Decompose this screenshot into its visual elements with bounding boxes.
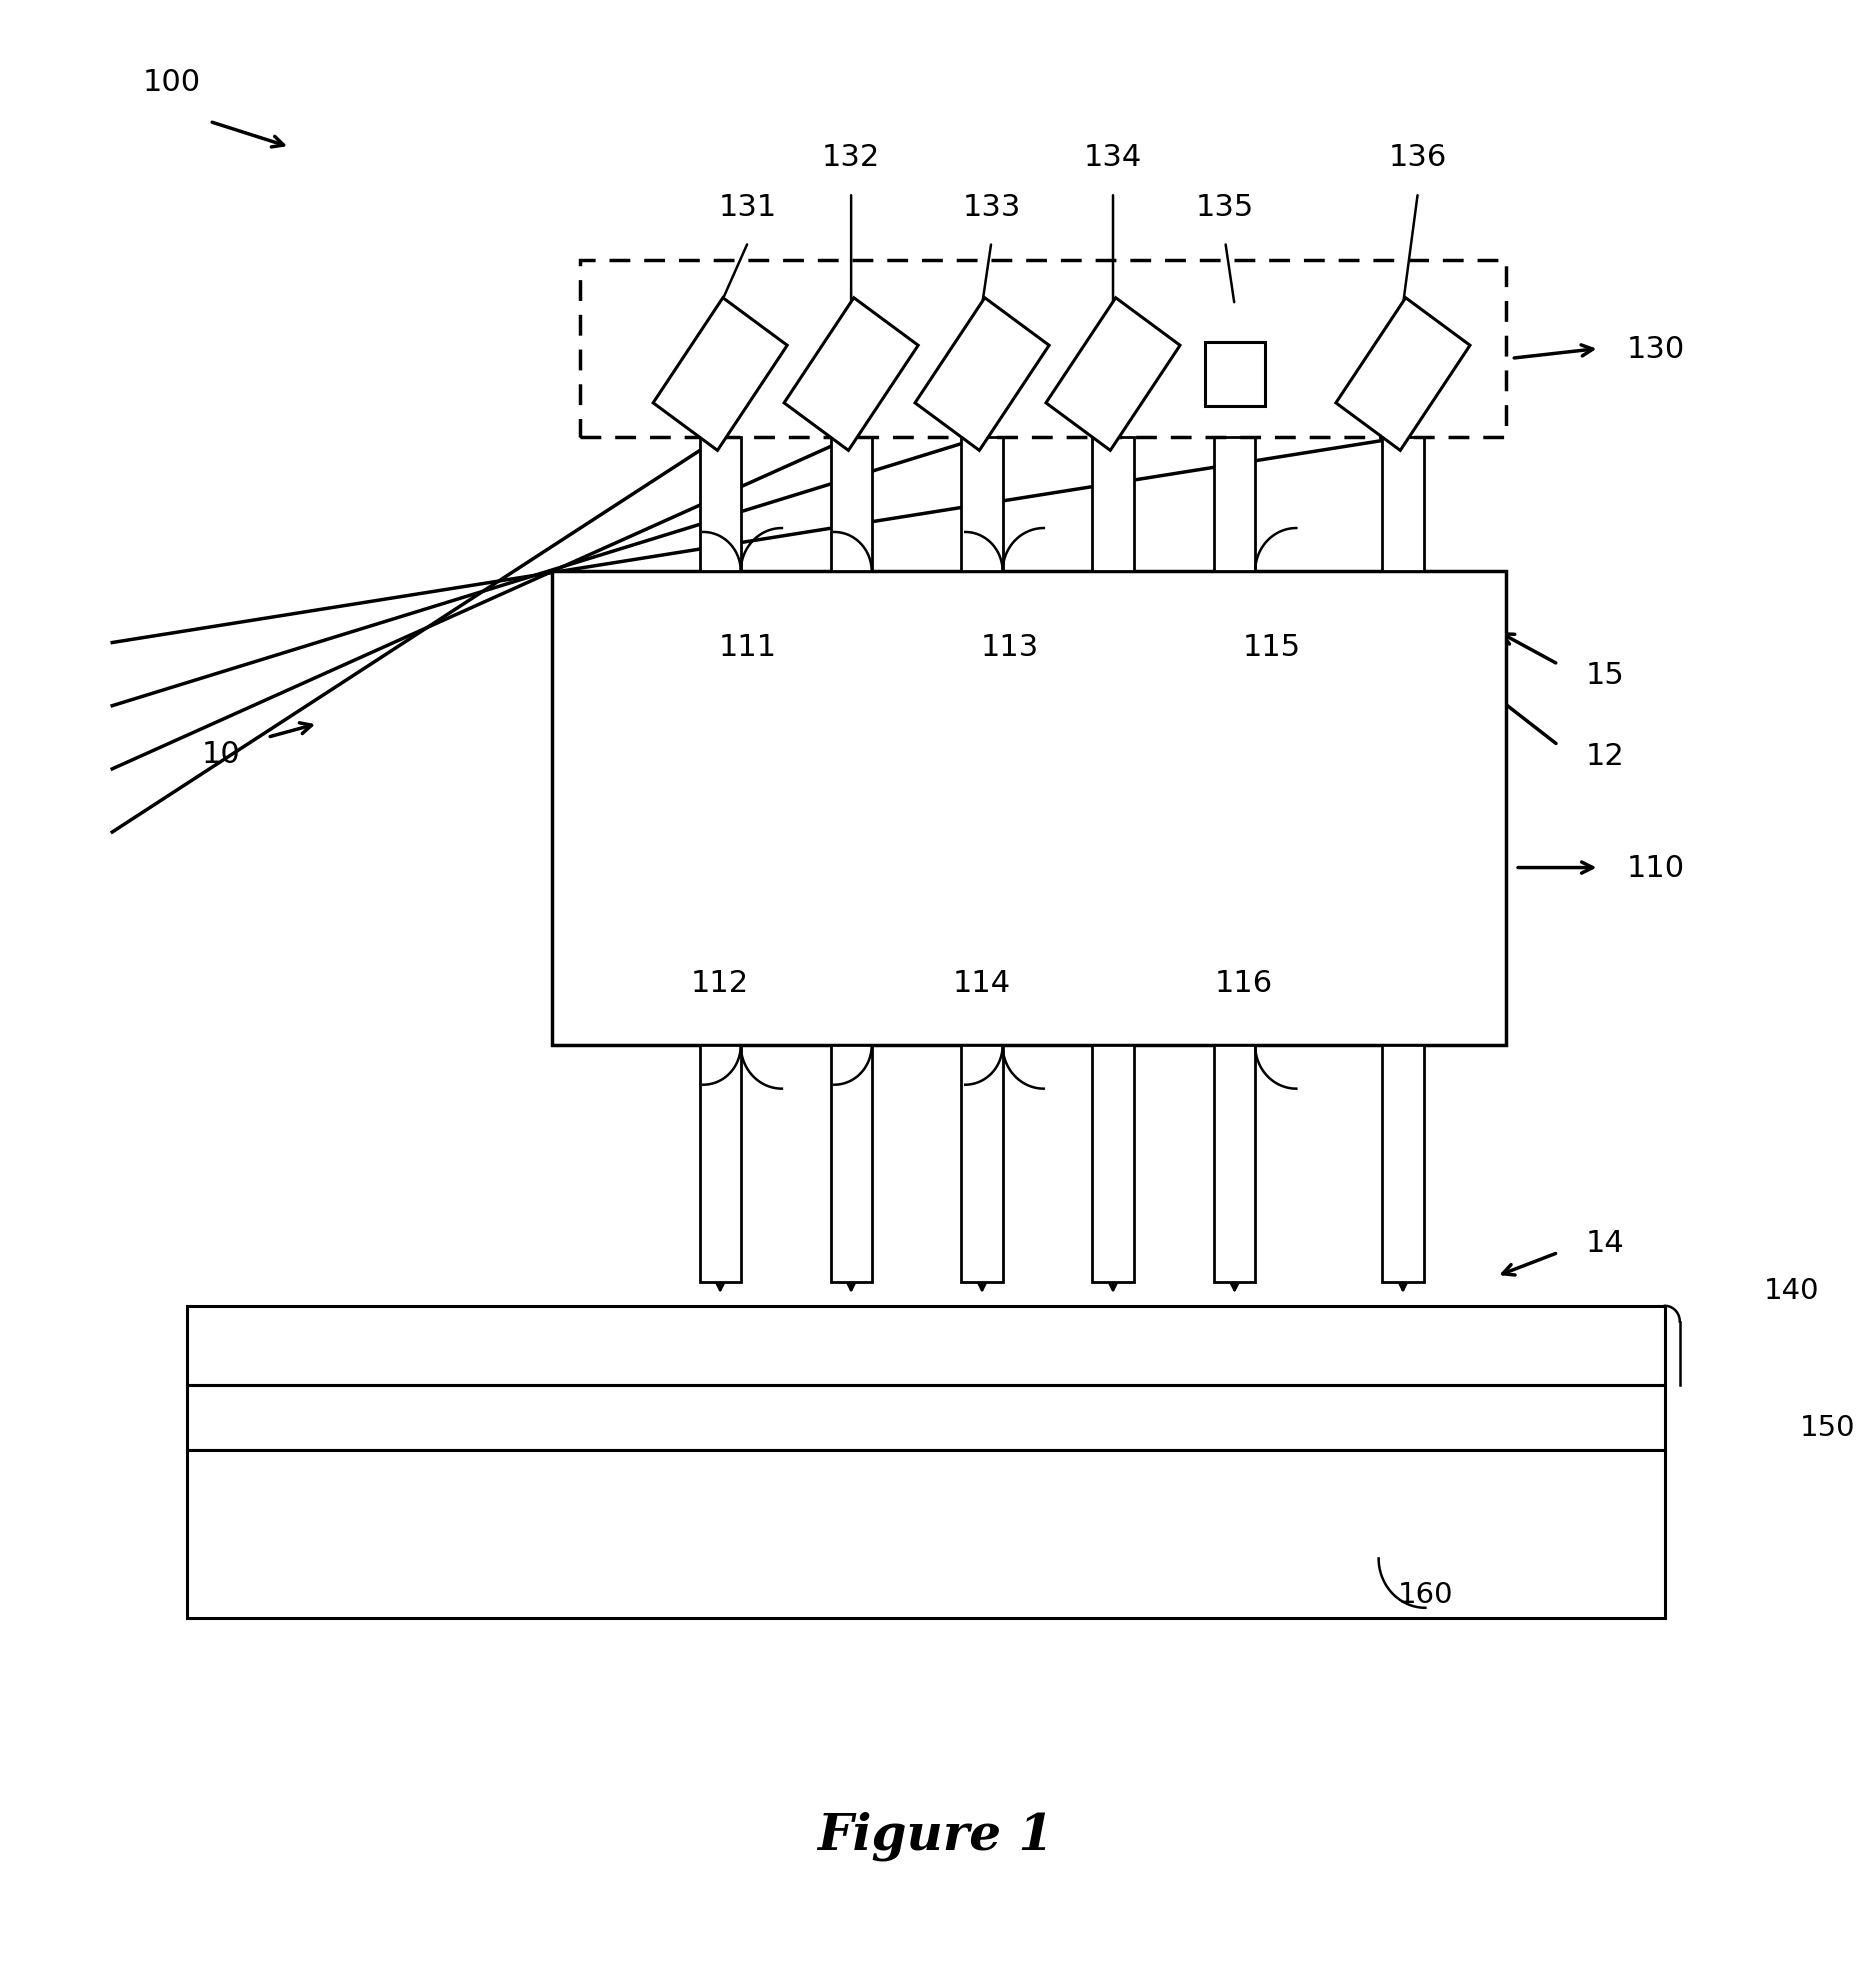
Text: 100: 100 (142, 69, 202, 97)
Text: 112: 112 (690, 969, 748, 996)
Bar (1093, 1046, 1134, 1282)
Bar (831, 1046, 872, 1282)
Bar (187, 1450, 1665, 1618)
Text: 116: 116 (1214, 969, 1272, 996)
Text: 160: 160 (1398, 1580, 1454, 1608)
Bar (700, 438, 741, 572)
Bar (831, 438, 872, 572)
Text: 131: 131 (718, 193, 776, 221)
Bar (1093, 438, 1134, 572)
Text: 110: 110 (1626, 854, 1684, 882)
Text: 132: 132 (821, 144, 879, 172)
Text: 111: 111 (718, 633, 776, 661)
Text: 114: 114 (952, 969, 1010, 996)
Polygon shape (784, 298, 919, 452)
Bar (580, 260, 1506, 438)
Bar (1205, 343, 1265, 406)
Text: 136: 136 (1388, 144, 1446, 172)
Text: 12: 12 (1585, 742, 1624, 769)
Polygon shape (653, 298, 788, 452)
Text: 14: 14 (1585, 1229, 1624, 1257)
Text: 140: 140 (1764, 1277, 1820, 1304)
Bar (1214, 438, 1255, 572)
Bar (700, 1046, 741, 1282)
Bar (187, 1306, 1665, 1385)
Bar (1214, 1046, 1255, 1282)
Text: 15: 15 (1585, 661, 1624, 689)
Polygon shape (1336, 298, 1471, 452)
Bar (1383, 1046, 1424, 1282)
Bar (552, 572, 1506, 1046)
Text: 134: 134 (1083, 144, 1141, 172)
Text: 135: 135 (1196, 193, 1254, 221)
Text: 10: 10 (202, 740, 239, 767)
Polygon shape (915, 298, 1050, 452)
Bar (962, 438, 1003, 572)
Bar (187, 1385, 1665, 1450)
Text: Figure 1: Figure 1 (818, 1809, 1053, 1861)
Bar (1383, 438, 1424, 572)
Text: 133: 133 (962, 193, 1020, 221)
Polygon shape (1046, 298, 1181, 452)
Text: 150: 150 (1800, 1413, 1854, 1442)
Text: 115: 115 (1242, 633, 1300, 661)
Text: 113: 113 (980, 633, 1038, 661)
Bar (962, 1046, 1003, 1282)
Text: 130: 130 (1626, 335, 1684, 363)
